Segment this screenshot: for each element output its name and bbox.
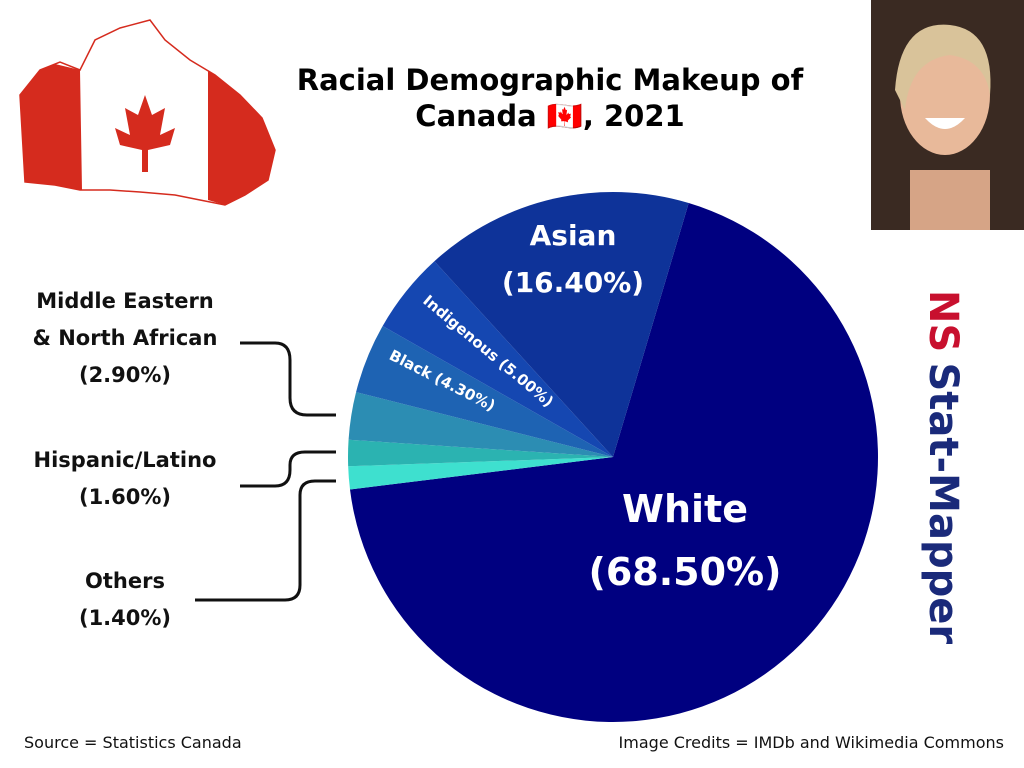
outside-label: Hispanic/Latino (1.60%)	[0, 442, 250, 516]
source: Source = Statistics Canada	[24, 733, 242, 752]
brand-name: Stat-Mapper	[920, 363, 966, 645]
pie-slice	[348, 392, 613, 457]
leader-lines	[195, 341, 336, 602]
pie-slice	[356, 325, 613, 457]
pie-slice	[382, 261, 613, 457]
value-label: (2.90%)	[78, 363, 172, 387]
pie-slice	[348, 457, 613, 490]
portrait-photo	[871, 0, 1024, 230]
outside-label: Others (1.40%)	[0, 563, 250, 637]
value-label: (68.50%)	[588, 550, 781, 594]
chart-title: Racial Demographic Makeup of Canada 🇨🇦, …	[296, 63, 804, 133]
outside-label: Middle Eastern & North African (2.90%)	[0, 283, 250, 394]
pie-slice	[348, 439, 613, 467]
leader-line	[240, 341, 336, 417]
value-label: (1.60%)	[78, 485, 172, 509]
category-label: Others	[85, 569, 165, 593]
category-label: Middle Eastern & North African	[32, 289, 218, 350]
category-label: Asian	[530, 219, 617, 252]
slice-label: White (68.50%)	[588, 487, 781, 594]
credits: Image Credits = IMDb and Wikimedia Commo…	[618, 733, 1004, 752]
category-label: Hispanic/Latino	[33, 448, 217, 472]
brand: NS Stat-Mapper	[920, 290, 966, 644]
pie-slice	[434, 191, 689, 457]
slice-label: Asian (16.40%)	[502, 219, 644, 299]
value-label: (1.40%)	[78, 606, 172, 630]
leader-line	[240, 450, 336, 488]
leader-line	[195, 479, 336, 602]
value-label: (16.40%)	[502, 266, 644, 299]
category-label: White	[622, 487, 748, 531]
brand-prefix: NS	[920, 290, 966, 351]
pie: White (68.50%)Black(4.30%)Indigenous(5.00…	[348, 191, 879, 722]
pie-slice	[350, 203, 879, 722]
canada-map	[19, 19, 276, 206]
